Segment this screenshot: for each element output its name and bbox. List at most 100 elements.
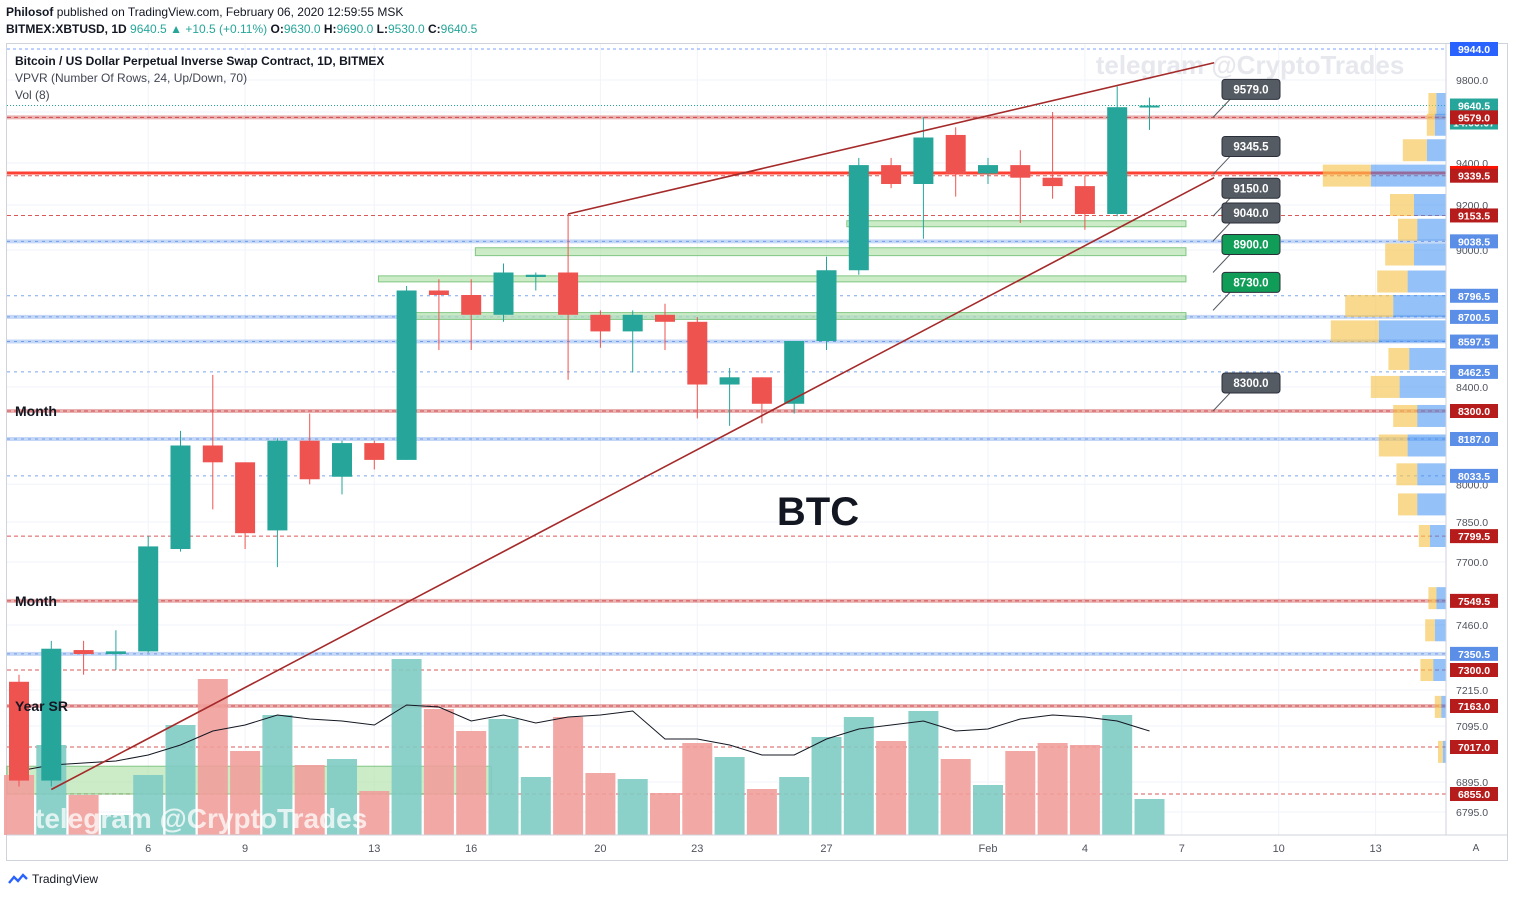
volume-bar bbox=[1102, 715, 1133, 835]
vpvr-down-bar bbox=[1436, 93, 1446, 115]
publish-line: Philosof published on TradingView.com, F… bbox=[6, 5, 403, 19]
legend-vpvr[interactable]: VPVR (Number Of Rows, 24, Up/Down, 70) bbox=[15, 71, 248, 85]
vpvr-down-bar bbox=[1426, 139, 1446, 162]
vpvr-up-bar bbox=[1398, 218, 1418, 241]
callout-pointer bbox=[1212, 254, 1231, 273]
volume-bar bbox=[68, 795, 99, 835]
candle-body bbox=[1107, 107, 1128, 214]
volume-bar bbox=[650, 793, 680, 835]
price-axis-tag bbox=[1450, 168, 1498, 183]
vpvr-up-bar bbox=[1398, 493, 1418, 516]
x-tick-label: Feb bbox=[979, 843, 998, 855]
volume-bar bbox=[746, 789, 777, 835]
x-tick-label: 16 bbox=[465, 843, 477, 855]
footer-brand-text: TradingView bbox=[32, 872, 99, 886]
x-tick-label: 20 bbox=[594, 843, 606, 855]
vpvr-down-bar bbox=[1433, 659, 1446, 681]
price-axis-tag-label: 7799.5 bbox=[1458, 531, 1490, 543]
volume-bar bbox=[391, 659, 422, 835]
price-axis-tag bbox=[1450, 98, 1498, 113]
volume-bar bbox=[876, 741, 907, 835]
publish-info: published on TradingView.com, February 0… bbox=[56, 5, 404, 19]
candle-body bbox=[945, 134, 966, 174]
volume-bar bbox=[1005, 751, 1036, 835]
candle-body bbox=[1042, 177, 1063, 187]
symbol-label: BITMEX:XBTUSD, 1D bbox=[6, 22, 127, 36]
price-axis-tag-label: 7549.5 bbox=[1458, 596, 1490, 608]
callout-pointer bbox=[1212, 99, 1231, 118]
up-arrow-icon: ▲ bbox=[170, 22, 182, 36]
vpvr-down-bar bbox=[1436, 587, 1446, 610]
vpvr-up-bar bbox=[1438, 740, 1443, 763]
price-axis-tag-label: 8597.5 bbox=[1458, 337, 1490, 349]
callout-box bbox=[1221, 177, 1281, 199]
price-axis-tag-label: 8796.5 bbox=[1458, 291, 1490, 303]
legend-volume[interactable]: Vol (8) bbox=[15, 88, 50, 102]
low-value: 9530.0 bbox=[387, 22, 425, 36]
vpvr-down-bar bbox=[1434, 619, 1446, 642]
trend-line-lower bbox=[50, 176, 1215, 791]
vpvr-up-bar bbox=[1385, 243, 1414, 266]
vpvr-up-bar bbox=[1388, 347, 1410, 370]
volume-bar bbox=[714, 757, 745, 835]
vpvr-down-bar bbox=[1370, 164, 1446, 187]
price-axis-tag bbox=[1450, 110, 1498, 125]
candle-body bbox=[396, 290, 417, 460]
price-axis-tag bbox=[1450, 529, 1498, 544]
candle-body bbox=[816, 270, 837, 341]
auto-scale-button[interactable] bbox=[1466, 840, 1486, 854]
candle-body bbox=[1074, 186, 1095, 214]
vpvr-down-bar bbox=[1409, 347, 1446, 370]
vpvr-down-bar bbox=[1430, 525, 1446, 547]
callout-pointer bbox=[1212, 392, 1231, 412]
candle-body bbox=[751, 377, 772, 404]
volume-bar bbox=[940, 759, 971, 835]
ohlc-line: BITMEX:XBTUSD, 1D 9640.5 ▲ +10.5 (+0.11%… bbox=[6, 22, 477, 36]
vpvr-down-bar bbox=[1407, 270, 1446, 293]
price-axis-tag bbox=[1450, 740, 1498, 754]
footer-brand[interactable]: TradingView bbox=[8, 872, 98, 886]
support-zone-box bbox=[377, 275, 1187, 283]
price-axis-tag bbox=[1450, 663, 1498, 677]
x-tick-label: 23 bbox=[691, 843, 703, 855]
candle-body bbox=[138, 546, 159, 652]
vpvr-up-bar bbox=[1377, 270, 1408, 293]
price-axis-tag bbox=[1450, 404, 1498, 418]
price-axis-tag bbox=[1450, 309, 1498, 324]
high-value: 9690.0 bbox=[336, 22, 374, 36]
vpvr-up-bar bbox=[1378, 434, 1408, 457]
vpvr-up-bar bbox=[1370, 375, 1400, 398]
candle-body bbox=[687, 321, 708, 385]
volume-bar bbox=[423, 709, 454, 835]
vpvr-down-bar bbox=[1434, 113, 1446, 136]
volume-bar bbox=[973, 785, 1003, 835]
y-tick-label: 7215.0 bbox=[1456, 685, 1488, 697]
price-axis-tag-label: 8700.5 bbox=[1458, 312, 1490, 324]
vpvr-up-bar bbox=[1390, 194, 1414, 216]
volume-bar bbox=[617, 779, 648, 835]
callout-box bbox=[1221, 135, 1281, 157]
vpvr-up-bar bbox=[1428, 93, 1437, 115]
y-tick-label: 7095.0 bbox=[1456, 721, 1488, 733]
y-tick-label: 6895.0 bbox=[1456, 777, 1488, 789]
x-tick-label: 13 bbox=[368, 843, 380, 855]
price-axis-tag bbox=[1450, 432, 1498, 446]
volume-bar bbox=[585, 773, 616, 835]
price-axis-tag bbox=[1450, 288, 1498, 303]
volume-bar bbox=[165, 725, 196, 835]
price-axis-tag bbox=[1450, 334, 1498, 349]
x-tick-label: 9 bbox=[242, 843, 248, 855]
watermark-text-lower: telegram @CryptoTrades bbox=[35, 803, 367, 834]
vpvr-down-bar bbox=[1399, 375, 1446, 398]
candle-body bbox=[493, 272, 514, 315]
volume-bar bbox=[359, 791, 390, 835]
price-axis-tag-label: 8187.0 bbox=[1458, 434, 1490, 446]
callout-label: 8900.0 bbox=[1233, 240, 1268, 252]
price-axis-tag-label: 8300.0 bbox=[1458, 406, 1490, 418]
price-axis-tag bbox=[1450, 646, 1498, 661]
vpvr-down-bar bbox=[1417, 493, 1446, 516]
close-label: C: bbox=[427, 22, 441, 36]
price-axis-tag bbox=[1450, 468, 1498, 483]
volume-bar bbox=[908, 711, 939, 835]
